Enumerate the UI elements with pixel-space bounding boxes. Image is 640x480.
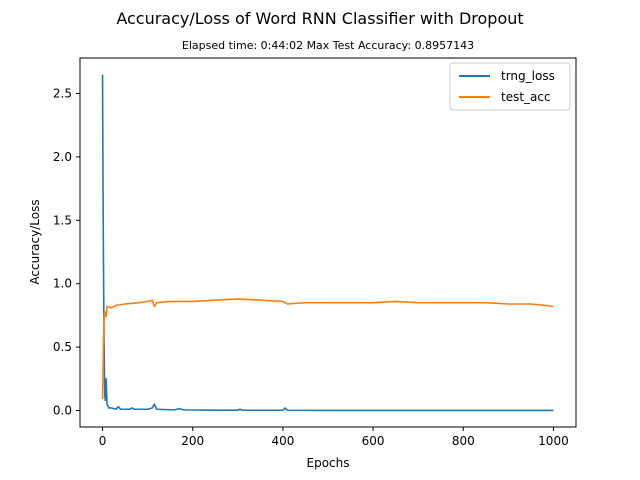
y-tick-label: 1.5: [53, 213, 72, 227]
series-layer: [101, 74, 554, 412]
legend-box: [449, 62, 571, 111]
legend: trng_loss test_acc: [449, 62, 571, 111]
x-tick-label: 200: [181, 434, 204, 448]
plot-frame: [79, 57, 577, 428]
x-axis-ticks: 0 200 400 600 800 1000: [99, 427, 569, 448]
series-line-trng-loss: [101, 74, 554, 412]
y-axis-ticks: 0.0 0.5 1.0 1.5 2.0 2.5: [53, 87, 80, 418]
legend-label-test-acc: test_acc: [501, 90, 551, 104]
x-tick-label: 1000: [538, 434, 569, 448]
y-tick-label: 2.5: [53, 87, 72, 101]
chart-subtitle: Elapsed time: 0:44:02 Max Test Accuracy:…: [182, 39, 474, 52]
legend-label-trng-loss: trng_loss: [501, 69, 555, 83]
y-axis-label: Accuracy/Loss: [28, 199, 42, 284]
x-tick-label: 600: [362, 434, 385, 448]
y-tick-label: 0.0: [53, 404, 72, 418]
x-axis-label: Epochs: [307, 456, 350, 470]
y-tick-label: 0.5: [53, 340, 72, 354]
x-tick-label: 0: [99, 434, 107, 448]
y-tick-label: 1.0: [53, 277, 72, 291]
x-tick-label: 400: [271, 434, 294, 448]
chart-title: Accuracy/Loss of Word RNN Classifier wit…: [116, 9, 523, 28]
series-line-test-acc: [101, 298, 554, 400]
y-tick-label: 2.0: [53, 150, 72, 164]
x-tick-label: 800: [452, 434, 475, 448]
